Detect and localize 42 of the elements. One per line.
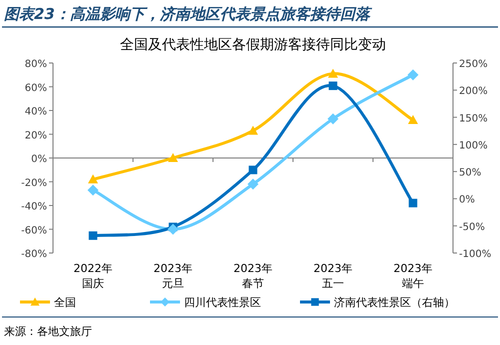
x-tick-label: 2023年春节 bbox=[234, 262, 272, 290]
chart-subtitle: 全国及代表性地区各假期游客接待同比变动 bbox=[120, 37, 386, 53]
point bbox=[328, 113, 338, 124]
point bbox=[88, 231, 98, 240]
y2-tick-label: -50% bbox=[459, 222, 485, 233]
point bbox=[168, 224, 178, 235]
y2-tick-label: 50% bbox=[459, 168, 482, 179]
chart-title: 图表23：高温影响下，济南地区代表景点旅客接待回落 bbox=[4, 5, 373, 23]
point bbox=[248, 166, 258, 174]
x-tick-label: 2022年国庆 bbox=[74, 262, 112, 290]
point bbox=[408, 69, 418, 80]
legend-label: 全国 bbox=[54, 296, 76, 309]
point bbox=[408, 198, 418, 208]
point bbox=[88, 174, 98, 184]
y2-tick-label: -100% bbox=[459, 249, 492, 260]
y2-tick-label: 200% bbox=[459, 86, 488, 98]
y2-tick-label: 250% bbox=[459, 59, 488, 70]
y-tick-label: -40% bbox=[21, 202, 47, 212]
point bbox=[328, 82, 338, 90]
source-note: 来源：各地文旅厅 bbox=[4, 325, 92, 338]
x-tick-label: 2023年五一 bbox=[314, 262, 352, 290]
y-tick-label: -60% bbox=[21, 225, 47, 236]
x-tick-label: 2023年端午 bbox=[394, 262, 432, 290]
y2-tick-label: 100% bbox=[459, 140, 488, 152]
legend-label: 济南代表性景区（右轴） bbox=[334, 296, 455, 309]
y-tick-label: 20% bbox=[24, 130, 47, 142]
x-tick-label: 2023年元旦 bbox=[154, 262, 192, 290]
y-tick-label: 40% bbox=[24, 106, 47, 118]
y2-tick-label: 150% bbox=[459, 113, 488, 124]
point bbox=[248, 178, 258, 190]
point bbox=[168, 153, 178, 162]
point bbox=[328, 68, 338, 78]
y-tick-label: -80% bbox=[21, 249, 47, 260]
y-tick-label: 60% bbox=[24, 82, 47, 94]
y2-tick-label: 0% bbox=[459, 194, 475, 206]
point bbox=[88, 184, 98, 196]
point bbox=[248, 126, 258, 135]
legend-label: 四川代表性景区 bbox=[184, 296, 261, 309]
y-tick-label: -20% bbox=[21, 178, 47, 189]
y-tick-label: 0% bbox=[31, 154, 47, 165]
point bbox=[408, 115, 418, 124]
y-tick-label: 80% bbox=[24, 59, 47, 70]
